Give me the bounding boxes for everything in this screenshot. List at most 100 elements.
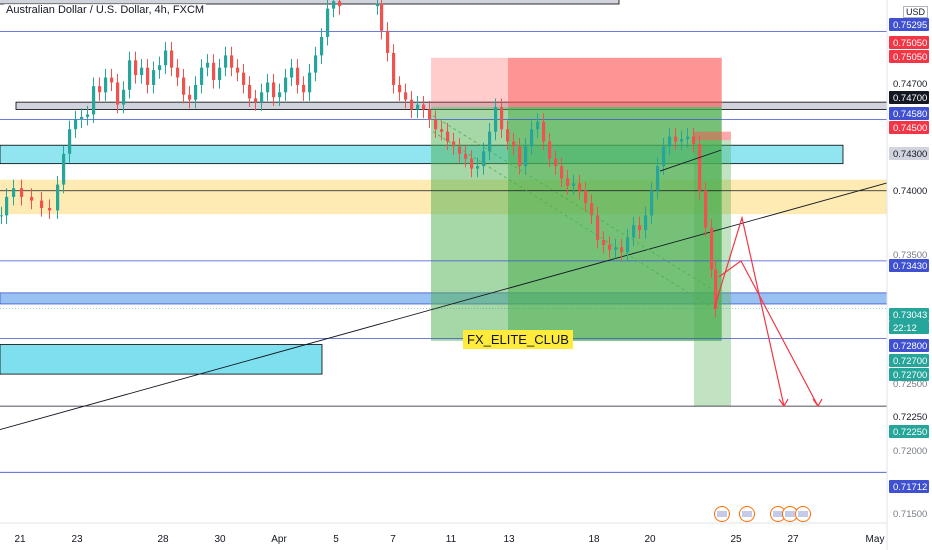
candle-body-95: [614, 247, 618, 250]
zone-0.7265: [0, 344, 323, 375]
candle-body-83: [542, 121, 546, 142]
candle-body-34: [218, 67, 222, 80]
candle-body-2: [12, 188, 16, 197]
price-tag-bg-7: [889, 147, 929, 160]
candle-body-58: [392, 52, 396, 85]
candle-body-89: [578, 183, 582, 191]
candle-body-46: [290, 67, 294, 78]
candle-body-11: [80, 116, 84, 120]
candle-body-85: [554, 158, 558, 167]
candle-body-78: [512, 141, 516, 147]
candle-body-23: [152, 70, 156, 85]
price-axis-label-9: 0.73500: [893, 250, 927, 261]
candle-body-10: [74, 119, 78, 130]
candle-body-110: [704, 190, 708, 228]
time-axis-label-8: 13: [503, 534, 515, 545]
price-axis-label-19: 0.72000: [893, 446, 927, 457]
candle-body-112: [714, 269, 718, 309]
candle-body-52: [326, 8, 330, 37]
position-2-target: [508, 107, 722, 341]
candle-body-81: [530, 129, 534, 147]
candle-body-92: [596, 215, 600, 240]
candle-body-38: [242, 72, 246, 85]
event-flag-icon-inner-3: [785, 511, 795, 517]
time-axis-label-6: 7: [390, 534, 396, 545]
price-tag-bg-3: [889, 77, 929, 90]
candle-body-21: [140, 67, 144, 76]
candle-body-69: [458, 146, 462, 154]
currency-label[interactable]: USD: [903, 6, 929, 18]
candle-body-40: [254, 98, 258, 103]
channel-lower: [432, 131, 713, 308]
candle-body-51: [320, 36, 324, 56]
candle-body-99: [638, 225, 642, 231]
position-1-stop: [431, 57, 721, 108]
candle-body-16: [110, 77, 114, 83]
candle-body-100: [644, 215, 648, 231]
price-axis-label-20: 0.71712: [893, 482, 927, 493]
candle-body-65: [434, 119, 438, 130]
candle-body-61: [410, 99, 414, 110]
price-tag-bg-18: [889, 425, 929, 438]
candle-body-47: [296, 67, 300, 85]
candle-body-44: [278, 92, 282, 98]
candle-body-30: [194, 84, 198, 100]
price-tag-bg-20: [889, 480, 929, 493]
candle-body-96: [620, 247, 624, 253]
position-2-stop: [508, 57, 722, 108]
candle-body-105: [674, 136, 678, 142]
price-axis-label-6: 0.74500: [893, 123, 927, 134]
price-axis-label-18: 0.72250: [893, 427, 927, 438]
candle-body-32: [206, 62, 210, 68]
price-tag-bg-0: [889, 18, 929, 31]
price-tag-bg-11: [889, 308, 929, 321]
projection-arrowhead-1: [812, 398, 823, 408]
candle-body-86: [560, 166, 564, 179]
price-tag-bg-1: [889, 36, 929, 49]
candle-body-60: [404, 92, 408, 100]
candle-body-15: [104, 77, 108, 93]
time-axis-label-4: Apr: [271, 534, 287, 545]
price-tag-bg-17: [889, 410, 929, 423]
candle-body-106: [680, 139, 684, 142]
price-tag-bg-15: [889, 368, 929, 381]
candle-body-104: [668, 136, 672, 147]
projection-arrowhead-0: [778, 398, 789, 408]
candle-body-107: [686, 136, 690, 140]
chart-title: Australian Dollar / U.S. Dollar, 4h, FXC…: [4, 4, 207, 16]
time-axis-label-10: 20: [644, 534, 656, 545]
price-tag-bg-6: [889, 121, 929, 134]
time-axis-label-0: 21: [14, 534, 26, 545]
price-axis-label-16: 0.72500: [893, 379, 927, 390]
candle-body-77: [506, 129, 510, 142]
time-axis-label-3: 30: [214, 534, 226, 545]
candle-body-75: [494, 107, 498, 132]
candle-body-109: [698, 143, 702, 191]
candle-body-80: [524, 146, 528, 167]
candle-body-17: [116, 82, 120, 105]
candle-body-27: [176, 67, 180, 78]
price-axis-label-10: 0.73430: [893, 261, 927, 272]
trendline: [0, 182, 888, 431]
price-axis-label-11: 0.73043: [893, 310, 927, 321]
price-axis-label-7: 0.74300: [893, 149, 927, 160]
price-axis-label-0: 0.75295: [893, 20, 927, 31]
candle-body-72: [476, 166, 480, 169]
price-tag-bg-5: [889, 107, 929, 120]
candle-body-39: [248, 84, 252, 99]
candle-body-49: [308, 72, 312, 93]
candle-body-55: [376, 3, 380, 7]
price-axis-label-13: 0.72800: [893, 341, 927, 352]
price-axis-label-12: 22:12: [893, 323, 917, 334]
candle-body-18: [122, 89, 126, 105]
candle-body-8: [62, 153, 66, 185]
candle-body-59: [398, 84, 402, 93]
candle-body-101: [650, 190, 654, 216]
event-flag-icon-inner-0: [717, 511, 727, 517]
candle-body-7: [56, 184, 60, 211]
price-axis-label-8: 0.74000: [893, 186, 927, 197]
candle-body-1: [5, 196, 9, 216]
price-axis-label-2: 0.75050: [893, 52, 927, 63]
